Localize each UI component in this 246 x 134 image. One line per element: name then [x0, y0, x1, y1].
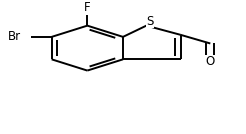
- Text: F: F: [84, 1, 91, 14]
- Text: S: S: [146, 14, 154, 27]
- Text: Br: Br: [8, 30, 21, 43]
- Text: O: O: [206, 55, 215, 68]
